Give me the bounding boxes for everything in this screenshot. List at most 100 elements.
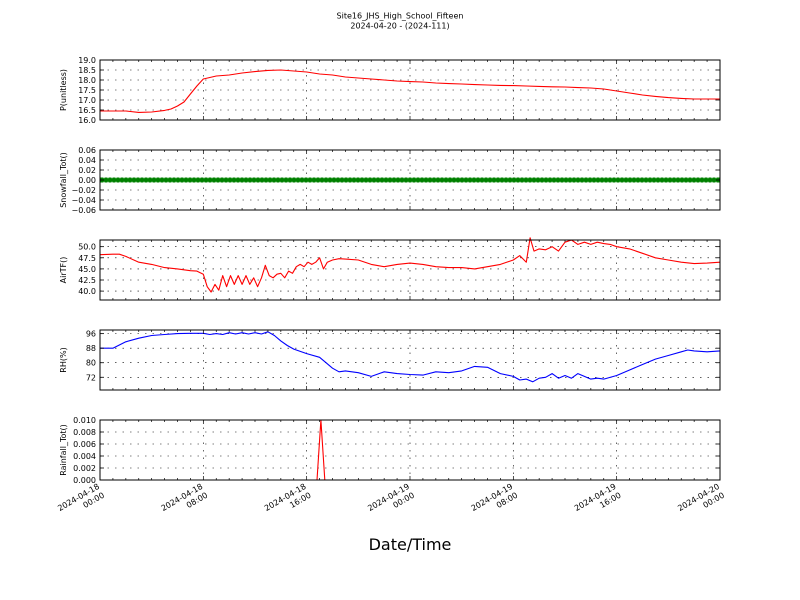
series-point bbox=[428, 177, 432, 183]
y-tick-label: 19.0 bbox=[78, 56, 96, 65]
series-point bbox=[128, 177, 132, 183]
series-point bbox=[112, 177, 116, 183]
series-point bbox=[496, 177, 500, 183]
series-point bbox=[492, 177, 496, 183]
y-tick-label: 0.06 bbox=[78, 146, 96, 155]
series-point bbox=[264, 177, 268, 183]
series-point bbox=[580, 177, 584, 183]
y-tick-label: −0.04 bbox=[71, 196, 96, 205]
y-tick-label: 17.0 bbox=[78, 96, 96, 105]
series-point bbox=[680, 177, 684, 183]
series-point bbox=[256, 177, 260, 183]
series-point bbox=[504, 177, 508, 183]
series-point bbox=[284, 177, 288, 183]
chart-subtitle: 2024-04-20 - (2024-111) bbox=[350, 22, 449, 31]
series-point bbox=[208, 177, 212, 183]
series-point bbox=[308, 177, 312, 183]
subplots: 16.016.517.017.518.018.519.0 P(unitless) −… bbox=[59, 56, 721, 485]
series-point bbox=[656, 177, 660, 183]
series-point bbox=[320, 177, 324, 183]
series-point bbox=[192, 177, 196, 183]
series-line-rh bbox=[100, 331, 721, 383]
chart-title: Site16_JHS_High_School_Fifteen bbox=[337, 12, 464, 21]
y-tick-label: 0.010 bbox=[73, 416, 96, 425]
series-point bbox=[540, 177, 544, 183]
y-tick-label: 45.0 bbox=[78, 265, 96, 274]
y-tick-label: 0.004 bbox=[73, 452, 96, 461]
series-point bbox=[508, 177, 512, 183]
series-point bbox=[692, 177, 696, 183]
series-point bbox=[316, 177, 320, 183]
series-point bbox=[460, 177, 464, 183]
series-line-air-tf bbox=[99, 237, 721, 293]
series-point bbox=[232, 177, 236, 183]
series-point bbox=[224, 177, 228, 183]
y-tick-label: 40.0 bbox=[78, 287, 96, 296]
series-point bbox=[488, 177, 492, 183]
series-point bbox=[544, 177, 548, 183]
series-point bbox=[612, 177, 616, 183]
series-point bbox=[672, 177, 676, 183]
series-point bbox=[572, 177, 576, 183]
series-point bbox=[696, 177, 700, 183]
series-point bbox=[604, 177, 608, 183]
series-point bbox=[268, 177, 272, 183]
y-axis-label: AirTF() bbox=[59, 257, 68, 284]
y-axis-label: P(unitless) bbox=[59, 69, 68, 111]
series-point bbox=[136, 177, 140, 183]
series-point bbox=[360, 177, 364, 183]
series-point bbox=[164, 177, 168, 183]
series-point bbox=[432, 177, 436, 183]
series-point bbox=[160, 177, 164, 183]
series-point bbox=[632, 177, 636, 183]
series-point bbox=[456, 177, 460, 183]
y-tick-label: 47.5 bbox=[78, 254, 96, 263]
series-point bbox=[708, 177, 712, 183]
series-point bbox=[356, 177, 360, 183]
y-tick-label: 0.02 bbox=[78, 166, 96, 175]
series-point bbox=[660, 177, 664, 183]
series-point bbox=[236, 177, 240, 183]
series-point bbox=[276, 177, 280, 183]
subplot-rh: 72 80 88 96 RH(%) bbox=[59, 329, 721, 391]
series-point bbox=[556, 177, 560, 183]
series-point bbox=[688, 177, 692, 183]
series-point bbox=[328, 177, 332, 183]
subplot-snowfall-tot: −0.06−0.04−0.020.000.020.040.06 Snowfall_… bbox=[59, 146, 721, 215]
series-point bbox=[344, 177, 348, 183]
series-point bbox=[204, 177, 208, 183]
series-point bbox=[640, 177, 644, 183]
subplot-rainfall-tot: 0.000 0.002 0.004 0.006 0.008 0.010 Rainfall_T… bbox=[59, 416, 721, 485]
series-point bbox=[196, 177, 200, 183]
y-tick-label: 0.04 bbox=[78, 156, 96, 165]
series-point bbox=[480, 177, 484, 183]
series-point bbox=[296, 177, 300, 183]
series-point bbox=[416, 177, 420, 183]
y-tick-label: 0.00 bbox=[78, 176, 96, 185]
y-tick-label: 16.5 bbox=[78, 106, 96, 115]
series-point bbox=[524, 177, 528, 183]
series-point bbox=[532, 177, 536, 183]
series-point bbox=[568, 177, 572, 183]
series-point bbox=[712, 177, 716, 183]
series-point bbox=[704, 177, 708, 183]
y-axis-label: Rainfall_Tot() bbox=[59, 424, 68, 476]
series-point bbox=[476, 177, 480, 183]
series-point bbox=[280, 177, 284, 183]
series-point bbox=[560, 177, 564, 183]
series-point bbox=[520, 177, 524, 183]
series-point bbox=[468, 177, 472, 183]
y-tick-label: 0.006 bbox=[73, 440, 96, 449]
series-point bbox=[588, 177, 592, 183]
series-point bbox=[548, 177, 552, 183]
series-point bbox=[424, 177, 428, 183]
series-point bbox=[648, 177, 652, 183]
series-point bbox=[332, 177, 336, 183]
series-point bbox=[352, 177, 356, 183]
y-tick-label: 18.0 bbox=[78, 76, 96, 85]
y-tick-label: 0.002 bbox=[73, 464, 96, 473]
